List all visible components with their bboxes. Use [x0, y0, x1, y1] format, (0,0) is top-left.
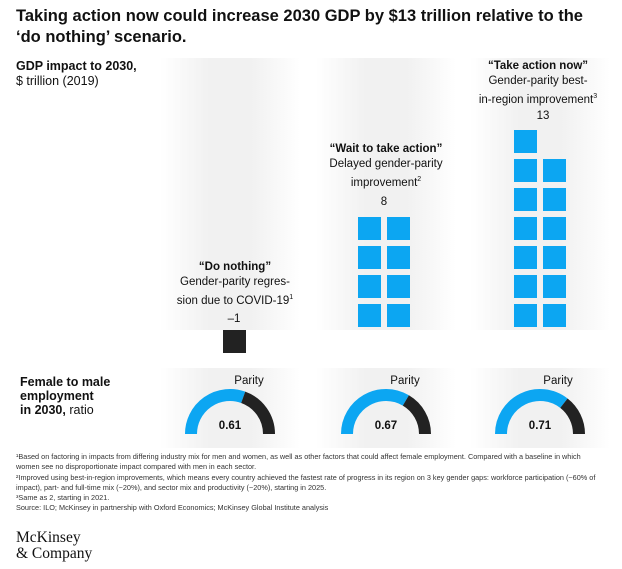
scenario-name: “Take action now”: [487, 60, 589, 72]
bar-unit-square: [358, 246, 381, 269]
column-panel-do-nothing: [160, 58, 300, 330]
footnote-2: ²Improved using best-in-region improveme…: [16, 472, 596, 492]
source-note: Source: ILO; McKinsey in partnership wit…: [16, 503, 329, 513]
value-label-do-nothing: –1: [227, 313, 241, 325]
bar-unit-square: [358, 275, 381, 298]
employment-ratio-label: Female to male employment in 2030, ratio: [20, 375, 110, 417]
y-axis-label-bold: GDP impact to 2030,: [16, 59, 137, 73]
bar-unit-square: [514, 159, 537, 182]
bar-unit-square: [514, 188, 537, 211]
logo-line-1: McKinsey: [16, 529, 81, 546]
column-panel-wait: [316, 58, 456, 330]
employment-label-bold: Female to male employment in 2030,: [20, 375, 111, 417]
parity-label: Parity: [390, 375, 420, 387]
bar-unit-square: [543, 246, 566, 269]
footnote-3: ³Same as 2, starting in 2021.: [16, 493, 110, 503]
category-label-do-nothing: “Do nothing” Gender-parity regres-sion d…: [165, 260, 305, 309]
scenario-description: Gender-parity regres-sion due to COVID-1…: [176, 276, 294, 307]
bar-unit-square: [543, 304, 566, 327]
employment-label-unit: ratio: [69, 403, 94, 417]
footnote-1: ¹Based on factoring in impacts from diff…: [16, 452, 581, 472]
parity-label: Parity: [543, 375, 573, 387]
scenario-name: “Do nothing”: [198, 261, 272, 273]
mckinsey-logo: McKinsey & Company: [16, 530, 92, 562]
bar-unit-square: [543, 275, 566, 298]
ratio-value-wait: 0.67: [374, 420, 398, 432]
category-label-wait: “Wait to take action” Delayed gender-par…: [318, 142, 454, 191]
bar-negative: [222, 330, 246, 353]
footnotes: ¹Based on factoring in impacts from diff…: [16, 452, 606, 514]
y-axis-label: GDP impact to 2030, $ trillion (2019): [16, 59, 137, 89]
category-label-act-now: “Take action now” Gender-parity best-in-…: [470, 59, 606, 108]
bar-unit-square: [514, 304, 537, 327]
ratio-value-do-nothing: 0.61: [218, 420, 242, 432]
bar-unit-square: [543, 217, 566, 240]
bar-unit-square: [358, 217, 381, 240]
logo-line-2: & Company: [16, 545, 93, 562]
bar-unit-square: [514, 130, 537, 153]
y-axis-label-unit: $ trillion (2019): [16, 74, 99, 88]
column-panel-act-now: [470, 58, 610, 330]
bar-unit-square: [358, 304, 381, 327]
scenario-name: “Wait to take action”: [329, 143, 443, 155]
footnote-mark: 1: [289, 294, 294, 301]
value-label-act-now: 13: [536, 110, 550, 122]
chart-title: Taking action now could increase 2030 GD…: [16, 7, 583, 46]
bar-unit-square: [387, 304, 410, 327]
bar-unit-square: [514, 217, 537, 240]
bar-unit-square: [387, 246, 410, 269]
scenario-description: Delayed gender-parity improvement2: [329, 158, 443, 189]
bar-unit-square: [514, 246, 537, 269]
ratio-value-act-now: 0.71: [528, 420, 552, 432]
bar-unit-square: [543, 188, 566, 211]
bar-unit-square: [387, 217, 410, 240]
footnote-mark: 2: [417, 176, 422, 183]
bar-unit-square: [514, 275, 537, 298]
scenario-description: Gender-parity best-in-region improvement…: [478, 75, 598, 106]
bar-unit-square: [387, 275, 410, 298]
value-label-wait: 8: [380, 196, 388, 208]
footnote-mark: 3: [593, 93, 598, 100]
parity-label: Parity: [234, 375, 264, 387]
bar-unit-square: [543, 159, 566, 182]
